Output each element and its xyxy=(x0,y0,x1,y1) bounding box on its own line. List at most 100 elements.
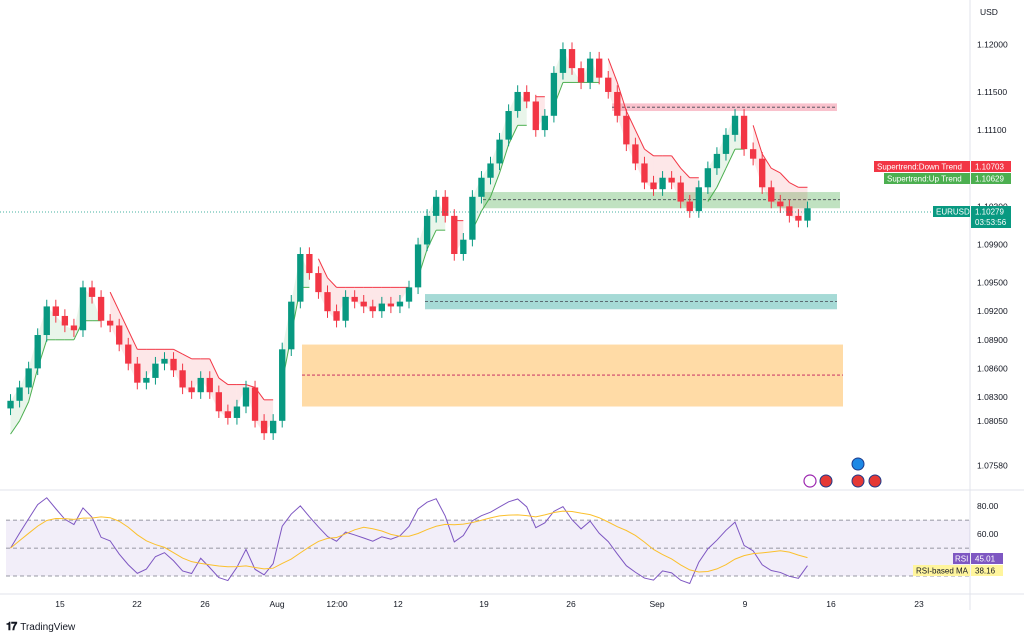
supertrend-line xyxy=(481,196,491,212)
svg-text:RSI-based MA: RSI-based MA xyxy=(916,567,969,576)
price-tick-label: 1.08300 xyxy=(977,392,1008,402)
candle-body xyxy=(260,420,268,434)
time-axis[interactable]: 15 22 26 Aug 12:00 12 19 26 Sep 9 16 23 xyxy=(55,599,924,609)
supertrend-up-tag: Supertrend:Up Trend 1.10629 xyxy=(884,173,1011,184)
price-tick-label: 1.09200 xyxy=(977,306,1008,316)
supertrend-line xyxy=(508,125,519,145)
candle-body xyxy=(460,239,467,254)
candle-body xyxy=(179,370,186,388)
supertrend-line xyxy=(209,358,220,379)
supertrend-line xyxy=(118,310,129,331)
candle-body xyxy=(315,273,322,293)
candle-body xyxy=(88,287,96,297)
footer-branding: 𝟏𝟕 TradingView xyxy=(6,621,75,634)
time-tick-label: Aug xyxy=(269,599,284,609)
supertrend-fill xyxy=(653,155,663,190)
candle-body xyxy=(197,377,204,393)
candle-body xyxy=(487,163,494,178)
supertrend-line xyxy=(680,167,691,179)
zone-box xyxy=(483,192,840,209)
candle-body xyxy=(731,115,739,135)
candle-body xyxy=(188,387,195,393)
supertrend-fill xyxy=(572,68,582,83)
candle-body xyxy=(61,315,69,326)
events xyxy=(803,457,882,488)
price-tick-label: 1.07580 xyxy=(977,461,1008,471)
time-tick-label: 26 xyxy=(200,599,210,609)
grid-lines xyxy=(0,0,1024,610)
candle-body xyxy=(514,91,521,112)
supertrend-fill xyxy=(399,287,409,302)
candle-body xyxy=(432,196,440,216)
candle-body xyxy=(505,111,512,140)
flag-icon xyxy=(851,457,865,471)
candle-body xyxy=(795,215,802,221)
price-tick-label: 1.08050 xyxy=(977,416,1008,426)
candle-body xyxy=(423,215,431,245)
event-icon xyxy=(803,474,817,488)
candle-body xyxy=(106,320,114,326)
svg-text:1.10703: 1.10703 xyxy=(975,163,1004,172)
candle-body xyxy=(641,163,648,183)
candle-body xyxy=(740,115,748,150)
supertrend-fill xyxy=(155,349,165,364)
candle-body xyxy=(414,244,422,288)
candle-body xyxy=(34,335,41,369)
flag-icon xyxy=(851,474,865,488)
supertrend-fill xyxy=(64,325,74,340)
supertrend-fill xyxy=(55,315,65,340)
candle-body xyxy=(351,296,358,302)
svg-text:1.10629: 1.10629 xyxy=(975,175,1004,184)
price-tick-label: 1.12000 xyxy=(977,39,1008,49)
price-axis[interactable]: USD 1.120001.115001.111001.107001.103001… xyxy=(977,7,1008,471)
candle-body xyxy=(242,387,250,407)
candle-body xyxy=(369,306,376,312)
candle-body xyxy=(804,208,811,221)
supertrend-down-tag: Supertrend:Down Trend 1.10703 xyxy=(874,161,1011,172)
svg-text:38.16: 38.16 xyxy=(975,567,996,576)
rsi-ma-tag: RSI-based MA 38.16 xyxy=(913,565,1003,576)
candle-body xyxy=(659,177,666,190)
supertrend-line xyxy=(725,148,736,169)
time-tick-label: 19 xyxy=(479,599,489,609)
price-tick-label: 1.08900 xyxy=(977,335,1008,345)
candle-body xyxy=(152,363,159,378)
candle-body xyxy=(749,149,757,159)
svg-text:1.10279: 1.10279 xyxy=(975,208,1004,217)
price-tick-label: 1.11500 xyxy=(977,87,1007,97)
supertrend-fill xyxy=(798,187,808,221)
candle-body xyxy=(125,344,132,364)
svg-text:Supertrend:Up Trend: Supertrend:Up Trend xyxy=(887,175,962,184)
candle-body xyxy=(786,206,793,216)
rsi-band xyxy=(6,520,970,577)
rsi-tag: RSI 45.01 xyxy=(953,553,1003,564)
time-tick-label: 9 xyxy=(743,599,748,609)
candle-body xyxy=(686,201,693,212)
rsi-pane[interactable]: 80.00 60.00 xyxy=(6,497,999,585)
candle-body xyxy=(596,58,603,78)
supertrend-line xyxy=(182,353,192,360)
supertrend-line xyxy=(707,187,718,202)
time-tick-label: 12 xyxy=(393,599,403,609)
svg-text:Supertrend:Down Trend: Supertrend:Down Trend xyxy=(877,163,962,172)
supertrend-line xyxy=(490,172,501,197)
flag-icon xyxy=(819,474,833,488)
price-tick-label: 1.09500 xyxy=(977,278,1008,288)
candle-body xyxy=(25,368,32,388)
candle-body xyxy=(143,377,150,383)
last-price-tag: EURUSD 1.10279 03:53:56 xyxy=(933,206,1011,228)
candle-body xyxy=(777,201,784,207)
candle-body xyxy=(306,254,313,274)
candle-body xyxy=(559,49,567,73)
supertrend-line xyxy=(10,420,20,435)
supertrend-line xyxy=(616,82,627,112)
supertrend-line xyxy=(499,144,510,174)
time-tick-label: 15 xyxy=(55,599,65,609)
supertrend-line xyxy=(173,348,183,355)
tradingview-logo-icon: 𝟏𝟕 xyxy=(6,621,17,633)
candle-body xyxy=(7,400,14,409)
candle-body xyxy=(378,303,386,312)
supertrend-fill xyxy=(381,287,391,307)
rsi-ma-line xyxy=(10,510,808,573)
